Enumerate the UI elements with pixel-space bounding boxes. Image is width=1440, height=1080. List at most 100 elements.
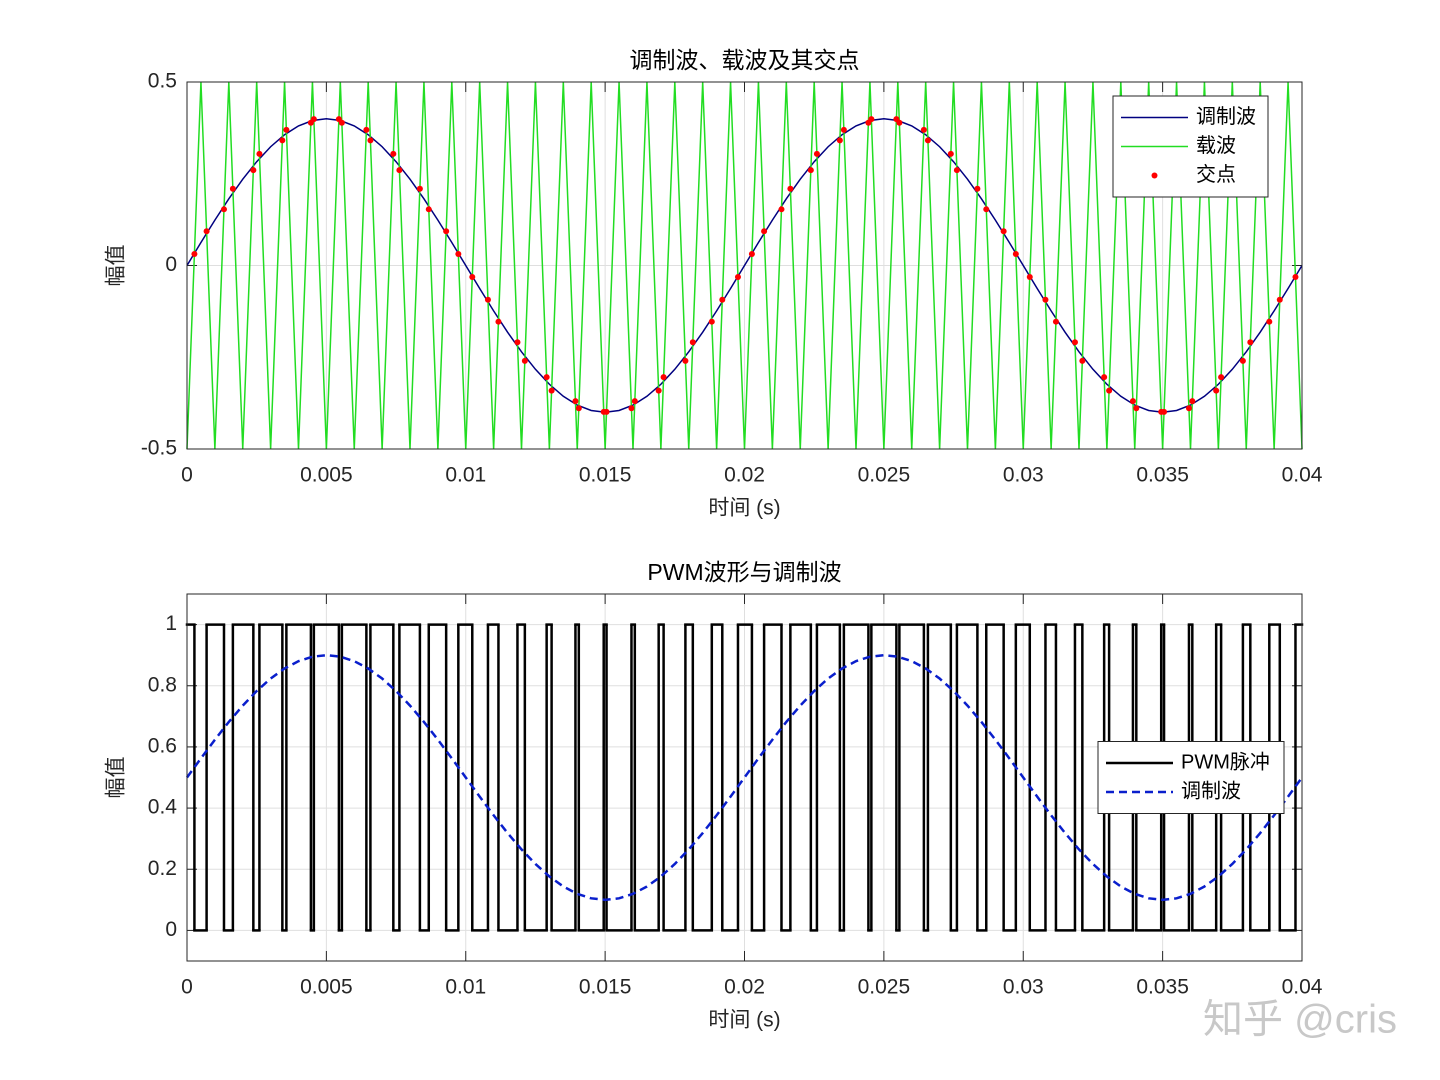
intersection-point — [495, 318, 502, 325]
y-axis-label: 幅值 — [105, 757, 128, 799]
legend-label: 交点 — [1196, 163, 1236, 186]
intersection-point — [396, 167, 403, 174]
intersection-point — [836, 137, 843, 144]
intersection-point — [521, 357, 528, 364]
chart-title: 调制波、载波及其交点 — [630, 47, 860, 73]
series-line — [185, 653, 1304, 902]
intersection-point — [514, 339, 521, 346]
intersection-point — [1213, 387, 1220, 394]
intersection-point — [256, 150, 263, 157]
intersection-point — [603, 408, 610, 415]
intersection-point — [761, 228, 768, 235]
intersection-point — [229, 185, 236, 192]
intersection-point — [807, 167, 814, 174]
x-tick-label: 0.015 — [579, 464, 632, 487]
intersection-point — [416, 185, 423, 192]
y-tick-label: 0.8 — [148, 673, 177, 696]
intersection-point — [682, 357, 689, 364]
intersection-point — [868, 116, 875, 123]
intersection-point — [443, 228, 450, 235]
x-tick-label: 0.01 — [445, 976, 486, 999]
x-tick-label: 0 — [181, 976, 193, 999]
x-tick-label: 0.035 — [1136, 464, 1189, 487]
intersection-point — [974, 185, 981, 192]
watermark: 知乎 @cris — [1203, 998, 1397, 1042]
intersection-point — [953, 167, 960, 174]
intersection-point — [1071, 339, 1078, 346]
intersection-point — [1266, 318, 1273, 325]
x-axis-label: 时间 (s) — [708, 1009, 780, 1032]
intersection-point — [1161, 408, 1168, 415]
x-tick-label: 0.005 — [300, 976, 353, 999]
y-tick-label: 0.5 — [148, 70, 177, 93]
axes: 0 0.005 0.01 0.015 0.02 0.025 0.03 0.035 0.04 0 0.… — [105, 559, 1323, 1031]
intersection-point — [363, 126, 370, 133]
intersection-point — [1185, 405, 1192, 412]
intersection-point — [734, 274, 741, 281]
intersection-point — [283, 126, 290, 133]
intersection-point — [1189, 398, 1196, 405]
intersection-point — [425, 206, 432, 213]
intersection-point — [631, 398, 638, 405]
intersection-point — [787, 185, 794, 192]
intersection-point — [1239, 357, 1246, 364]
intersection-point — [719, 296, 726, 303]
intersection-point — [390, 150, 397, 157]
y-tick-label: 0.2 — [148, 857, 177, 880]
intersection-point — [1012, 250, 1019, 257]
x-tick-label: 0.04 — [1282, 976, 1323, 999]
legend-label: PWM脉冲 — [1181, 750, 1270, 773]
y-axis-label: 幅值 — [105, 245, 128, 287]
intersection-point — [469, 274, 476, 281]
intersection-point — [924, 137, 931, 144]
legend-label: 载波 — [1196, 134, 1236, 157]
intersection-point — [575, 405, 582, 412]
intersection-point — [983, 206, 990, 213]
legend-marker — [1151, 172, 1158, 179]
intersection-point — [543, 374, 550, 381]
intersection-point — [778, 206, 785, 213]
intersection-point — [572, 398, 579, 405]
intersection-point — [947, 150, 954, 157]
x-tick-label: 0 — [181, 464, 193, 487]
intersection-point — [1247, 339, 1254, 346]
x-tick-label: 0.015 — [579, 976, 632, 999]
intersection-point — [660, 374, 667, 381]
intersection-point — [548, 387, 555, 394]
axes-box — [186, 593, 1303, 962]
intersection-point — [748, 250, 755, 257]
intersection-point — [1218, 374, 1225, 381]
intersection-point — [1129, 398, 1136, 405]
intersection-point — [708, 318, 715, 325]
x-tick-label: 0.02 — [724, 976, 765, 999]
x-axis-label: 时间 (s) — [708, 497, 780, 520]
y-tick-label: 0.6 — [148, 734, 177, 757]
intersection-point — [840, 126, 847, 133]
intersection-point — [279, 137, 286, 144]
x-tick-label: 0.01 — [445, 464, 486, 487]
x-tick-label: 0.005 — [300, 464, 353, 487]
intersection-point — [1000, 228, 1007, 235]
x-tick-label: 0.03 — [1003, 976, 1044, 999]
intersection-point — [1133, 405, 1140, 412]
x-tick-label: 0.025 — [858, 464, 911, 487]
intersection-point — [191, 250, 198, 257]
intersection-point — [367, 137, 374, 144]
y-tick-label: 1 — [165, 612, 177, 635]
intersection-point — [310, 116, 317, 123]
axes: 0 0.005 0.01 0.015 0.02 0.025 0.03 0.035 0.04 -0.… — [105, 47, 1323, 519]
intersection-point — [896, 119, 903, 126]
intersection-point — [1026, 274, 1033, 281]
intersection-point — [1292, 274, 1299, 281]
intersection-point — [220, 206, 227, 213]
intersection-point — [338, 119, 345, 126]
intersection-point — [1079, 357, 1086, 364]
x-tick-label: 0.02 — [724, 464, 765, 487]
intersection-point — [628, 405, 635, 412]
intersection-point — [1276, 296, 1283, 303]
y-tick-label: 0 — [165, 253, 177, 276]
axes-box — [186, 81, 1303, 450]
